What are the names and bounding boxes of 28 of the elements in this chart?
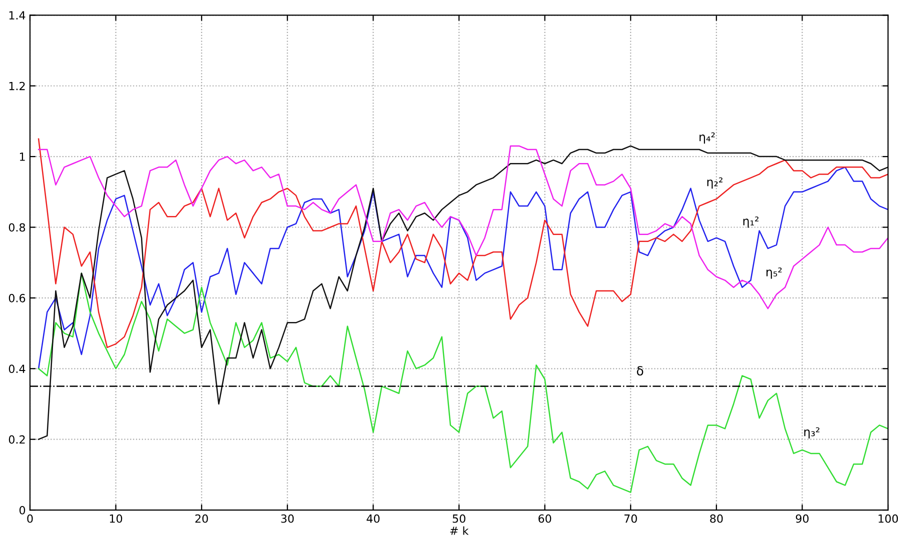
- ref-line-label: δ: [636, 366, 644, 376]
- x-tick-label: 0: [27, 514, 33, 523]
- y-tick-label: 0.2: [8, 435, 25, 444]
- x-tick-label: 90: [796, 514, 809, 523]
- x-tick-label: 30: [281, 514, 294, 523]
- line-series: [38, 145, 888, 440]
- series-label: η₄²: [700, 132, 715, 144]
- line-series: [38, 145, 888, 310]
- x-tick-label: 60: [538, 514, 552, 523]
- series-label: η₃²: [804, 427, 820, 439]
- x-tick-label: 10: [110, 514, 122, 523]
- y-tick-label: 0.8: [8, 223, 26, 232]
- y-tick-label: 0.6: [8, 294, 26, 302]
- x-tick-label: 80: [710, 514, 723, 523]
- y-tick-label: 0: [19, 506, 26, 514]
- series-label: η₅²: [766, 267, 782, 279]
- series-label: η₁²: [743, 216, 758, 228]
- y-tick-label: 1.4: [9, 11, 26, 20]
- x-tick-label: 70: [624, 514, 637, 523]
- x-tick-label: 20: [195, 514, 208, 523]
- series-label: η₂²: [707, 177, 722, 189]
- y-tick-label: 1.2: [9, 82, 25, 90]
- y-tick-label: 0.4: [8, 364, 26, 374]
- x-tick-label: 40: [366, 514, 380, 523]
- x-axis-title: # k: [450, 526, 469, 535]
- x-tick-label: 50: [452, 514, 466, 523]
- x-tick-label: 100: [878, 514, 898, 523]
- y-tick-label: 1: [20, 152, 25, 161]
